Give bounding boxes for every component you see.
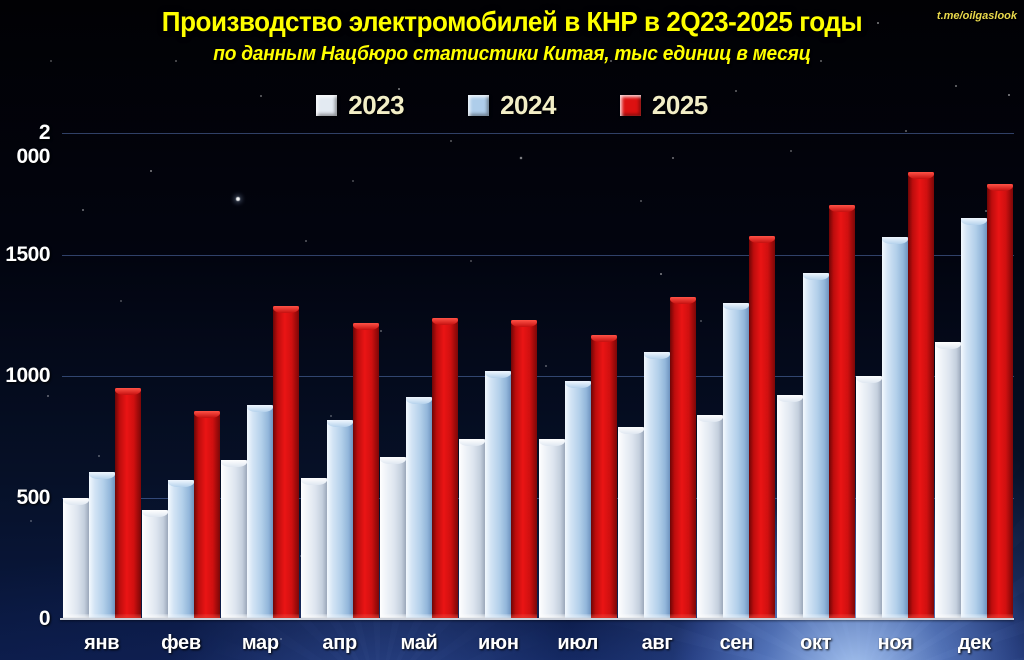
bar-2024-ноя [882,237,908,619]
plot-area [60,133,1014,620]
gridline-2000 [62,133,1014,134]
gridline-1000 [62,376,1014,377]
bar-2023-июл [538,439,565,619]
bar-2023-ноя [856,376,882,619]
bar-2025-сен [749,236,776,619]
legend-label-2023: 2023 [348,90,405,120]
x-tick-label: апр [322,632,357,654]
chart-subtitle: по данным Нацбюро статистики Китая, тыс … [213,43,811,65]
bar-2024-окт [802,272,829,620]
x-tick-label: июн [478,632,519,654]
bar-2024-авг [644,351,670,620]
legend-label-2025: 2025 [651,90,708,120]
x-tick-label: авг [641,632,673,654]
watermark: t.me/oilgaslook [936,10,1017,22]
bar-2024-сен [723,303,750,619]
bar-2023-окт [776,395,803,619]
legend-swatch-2024 [468,95,490,116]
bar-2024-май [406,396,432,620]
bar-2025-дек [987,184,1014,619]
y-tick-label: 0 [38,607,51,630]
bar-2025-янв [114,388,141,619]
bar-2024-фев [168,480,194,619]
bar-2023-июн [459,439,486,619]
bar-2024-июл [564,380,591,620]
legend: 2023 2024 2025 [0,90,1024,121]
x-tick-label: дек [957,632,991,654]
y-tick-label: 1000 [5,364,50,387]
legend-item-2024: 2024 [468,90,556,121]
x-tick-label: май [400,632,438,654]
bar-2025-апр [352,322,379,620]
bar-2025-июл [590,334,617,620]
bar-2025-май [432,317,458,620]
bar-2024-янв [88,471,115,619]
bar-2023-янв [62,497,89,619]
legend-item-2023: 2023 [316,90,405,121]
bar-2025-мар [273,305,300,620]
x-tick-label: фев [161,632,201,654]
x-tick-label: сен [719,632,754,654]
chart-title: Производство электромобилей в КНР в 2Q23… [161,6,863,37]
bar-2025-июн [511,320,538,619]
bar-2024-мар [247,405,274,619]
x-axis-line [60,618,1014,620]
x-tick-label: ноя [877,632,913,654]
x-tick-label: окт [800,632,832,654]
bar-2025-авг [670,297,696,619]
bar-2023-мар [221,459,248,620]
x-tick-label: июл [557,632,598,654]
y-tick-label: 1500 [5,242,50,266]
bar-2024-июн [485,371,512,619]
bar-2025-фев [194,411,220,619]
bar-2025-ноя [908,171,934,620]
bar-2023-май [380,457,406,619]
x-tick-label: янв [84,632,120,654]
legend-swatch-2023 [316,95,338,116]
bar-2024-дек [961,218,988,619]
y-tick-label: 500 [16,485,50,509]
bar-2024-апр [326,419,353,620]
bar-2023-авг [618,427,644,619]
x-tick-label: мар [241,632,279,654]
gridline-500 [62,497,1014,499]
bar-2023-дек [935,341,962,620]
legend-item-2025: 2025 [619,90,708,121]
bar-2023-фев [142,509,168,620]
y-tick-label: 2 000 [16,121,50,168]
bar-2023-апр [300,478,327,619]
legend-swatch-2025 [619,95,641,116]
bar-2025-окт [828,204,855,620]
gridline-1500 [62,254,1014,256]
bar-2023-сен [697,414,724,620]
legend-label-2024: 2024 [500,90,556,120]
